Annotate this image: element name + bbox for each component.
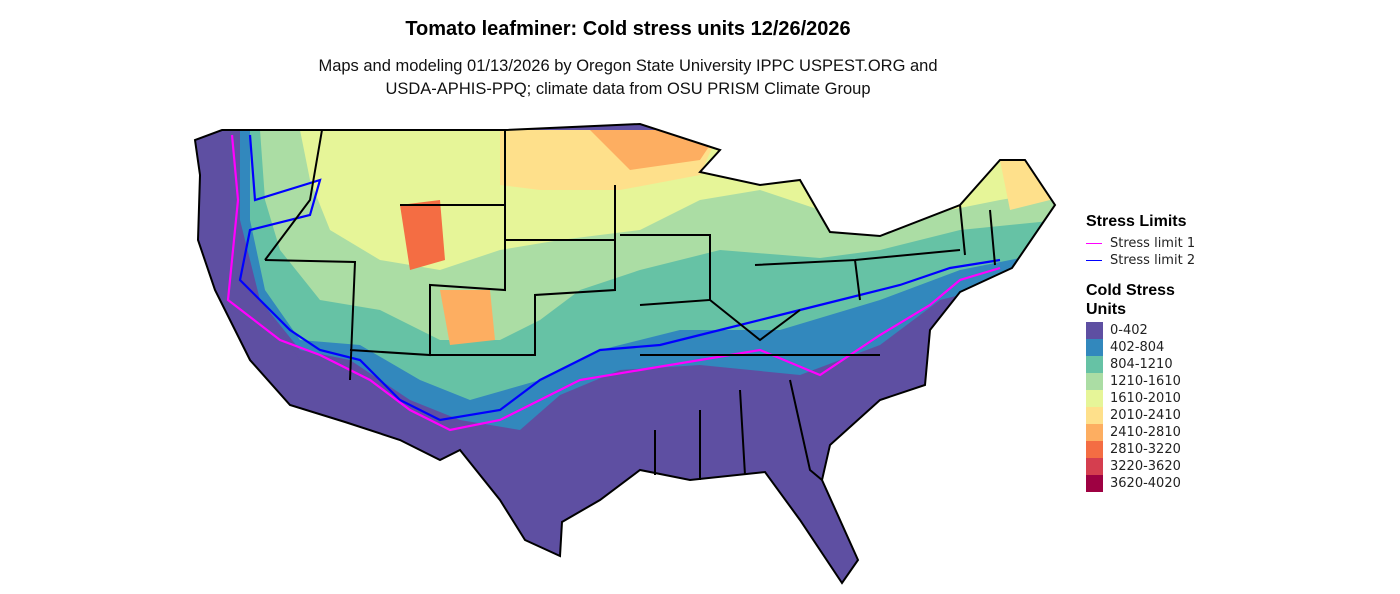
map-title: Tomato leafminer: Cold stress units 12/2… (405, 18, 851, 40)
color-swatch (1086, 407, 1103, 424)
stress-limit-lines (226, 134, 1001, 432)
color-swatch (1086, 390, 1103, 407)
legend-label: 0-402 (1110, 323, 1148, 338)
legend-label: 2010-2410 (1110, 408, 1181, 423)
color-swatch (1086, 424, 1103, 441)
subtitle-line-1: Maps and modeling 01/13/2026 by Oregon S… (318, 57, 938, 75)
legend-item: 804-1210 (1086, 356, 1195, 373)
units-legend-title-2: Units (1086, 301, 1126, 318)
legend-label: Stress limit 2 (1110, 253, 1196, 268)
state-borders (194, 123, 1056, 584)
legend-label: 2810-3220 (1110, 442, 1181, 457)
legend-item: 2810-3220 (1086, 441, 1195, 458)
legend-item: 3220-3620 (1086, 458, 1195, 475)
stress-limits-legend-title: Stress Limits (1086, 213, 1187, 230)
legend-item: 3620-4020 (1086, 475, 1195, 492)
color-swatch (1086, 356, 1103, 373)
subtitle-line-2: USDA-APHIS-PPQ; climate data from OSU PR… (385, 80, 871, 98)
color-swatch (1086, 458, 1103, 475)
legend-item: Stress limit 2 (1086, 252, 1195, 269)
us-map (194, 123, 1056, 584)
legend-label: Stress limit 1 (1110, 236, 1196, 251)
legend-item: 2410-2810 (1086, 424, 1195, 441)
stress-limit-2-line (238, 134, 1001, 422)
units-legend-title: Cold Stress (1086, 282, 1175, 299)
legend-item: 0-402 (1086, 322, 1195, 339)
legend-label: 1210-1610 (1110, 374, 1181, 389)
legend-label: 2410-2810 (1110, 425, 1181, 440)
units-legend: 0-402 402-804 804-1210 1210-1610 1610-2010 20… (1086, 322, 1195, 492)
legend: Stress Limits Stress limit 1 Stress limit… (1086, 212, 1195, 492)
legend-item: 1610-2010 (1086, 390, 1195, 407)
map-subtitle: Maps and modeling 01/13/2026 by Oregon S… (0, 55, 1256, 101)
legend-item: 2010-2410 (1086, 407, 1195, 424)
color-swatch (1086, 322, 1103, 339)
legend-label: 1610-2010 (1110, 391, 1181, 406)
line-swatch-icon (1086, 260, 1102, 261)
legend-label: 3620-4020 (1110, 476, 1181, 491)
color-swatch (1086, 339, 1103, 356)
stress-limit-1-line (226, 134, 1001, 432)
legend-label: 402-804 (1110, 340, 1165, 355)
stress-limits-legend: Stress limit 1 Stress limit 2 (1086, 235, 1195, 269)
line-swatch-icon (1086, 243, 1102, 244)
legend-label: 804-1210 (1110, 357, 1173, 372)
legend-label: 3220-3620 (1110, 459, 1181, 474)
color-swatch (1086, 475, 1103, 492)
color-swatch (1086, 373, 1103, 390)
color-swatch (1086, 441, 1103, 458)
legend-item: 402-804 (1086, 339, 1195, 356)
legend-item: Stress limit 1 (1086, 235, 1195, 252)
legend-item: 1210-1610 (1086, 373, 1195, 390)
